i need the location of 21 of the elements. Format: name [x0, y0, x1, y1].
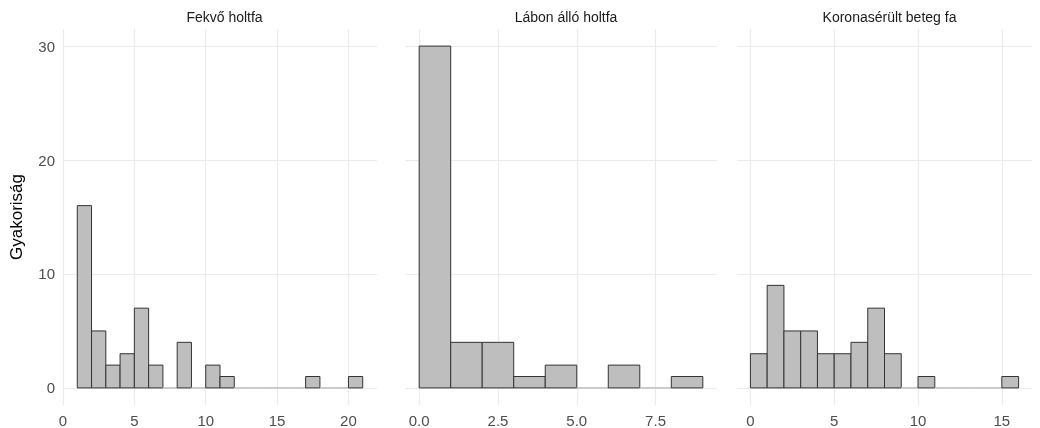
x-tick-label: 0 [58, 412, 68, 428]
y-axis-title: Gyakoriság [7, 174, 26, 260]
chart-title: Lábon álló holtfa [514, 9, 618, 25]
x-tick-label: 5 [830, 412, 839, 428]
x-tick-label: 15 [268, 412, 286, 428]
x-tick-label: 10 [909, 412, 927, 428]
y-tick-label: 10 [38, 265, 55, 283]
y-tick-label: 30 [38, 37, 55, 55]
x-tick-label: 7.5 [645, 412, 666, 428]
x-tick-label: 0 [746, 412, 755, 428]
x-tick-label: 0.0 [408, 412, 430, 428]
chart-title: Fekvő holtfa [186, 9, 263, 25]
chart-title: Koronasérült beteg fa [822, 9, 957, 25]
y-tick-label: 0 [46, 379, 55, 397]
x-tick-label: 20 [340, 412, 357, 428]
x-tick-label: 10 [197, 412, 215, 428]
x-tick-label: 15 [993, 412, 1011, 428]
x-tick-label: 2.5 [487, 412, 509, 428]
x-tick-label: 5 [130, 412, 139, 428]
y-tick-label: 20 [38, 151, 55, 169]
x-tick-label: 5.0 [566, 412, 588, 428]
